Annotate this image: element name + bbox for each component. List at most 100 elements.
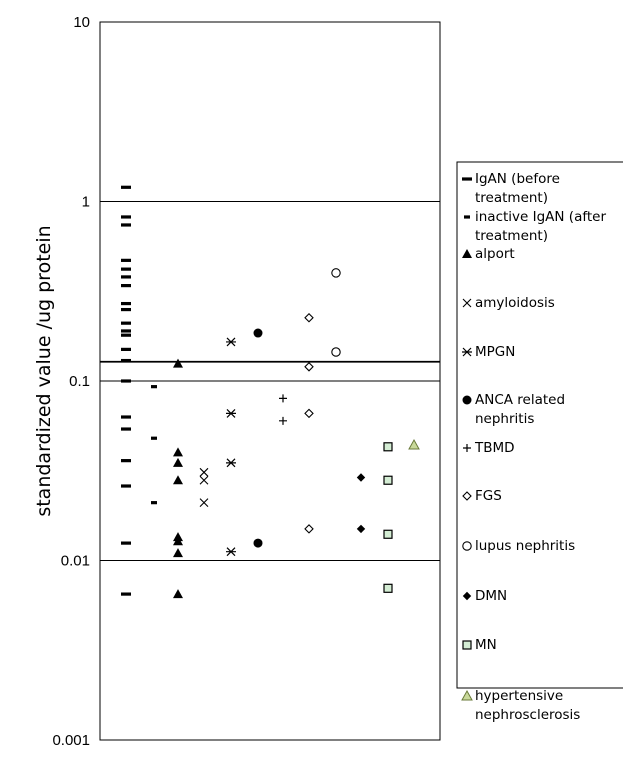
y-axis-label: standardized value /ug protein [33,225,55,516]
marker-shape [173,475,183,485]
marker-shape [199,475,209,485]
marker-shape [226,547,236,557]
legend-marker [462,640,472,650]
marker-shape [173,457,183,467]
legend-marker [463,444,471,452]
marker-shape [253,538,263,548]
data-point [121,379,131,383]
legend-label: treatment) [475,190,548,206]
marker-shape [383,442,393,452]
marker-shape [199,467,209,477]
marker-shape [121,329,131,333]
legend-label: nephritis [475,411,534,427]
data-point [121,275,131,279]
data-point [121,223,131,227]
legend-marker [462,298,472,308]
data-point [121,358,131,363]
data-point [173,536,183,546]
legend-marker [462,395,472,405]
y-tick-label: 0.01 [61,553,90,570]
data-point [121,283,131,288]
legend-label: amyloidosis [475,295,555,311]
marker-shape [304,408,314,419]
data-point [279,394,287,403]
data-point [151,385,157,389]
marker-shape [121,333,131,337]
marker-shape [331,347,341,357]
marker-shape [462,347,472,357]
marker-shape [356,473,366,482]
data-point [279,416,287,425]
marker-shape [121,185,131,189]
data-point [226,547,236,557]
marker-shape [121,379,131,383]
legend-marker [462,249,472,258]
y-tick-label: 0.001 [52,732,90,749]
marker-shape [121,283,131,288]
marker-shape [462,491,472,501]
marker-shape [121,415,131,419]
marker-shape [462,249,472,258]
marker-shape [408,438,420,450]
marker-shape [356,524,366,534]
data-point [304,524,314,534]
marker-shape [462,541,472,551]
marker-shape [121,541,131,545]
y-tick-label: 10 [73,14,90,31]
legend-label: MN [475,637,497,653]
data-point [331,268,341,278]
marker-shape [461,689,473,701]
marker-shape [383,475,393,485]
data-point [173,447,183,457]
marker-shape [279,394,287,403]
legend-label: alport [475,246,515,262]
legend-label: ANCA related [475,392,565,408]
marker-shape [462,640,472,650]
legend-marker [462,347,472,357]
marker-shape [279,416,287,425]
marker-shape [462,177,472,181]
data-point [408,438,420,450]
data-point [121,541,131,545]
legend-label: treatment) [475,228,548,244]
legend-marker [462,541,472,551]
legend-label: hypertensive [475,688,563,704]
data-point [226,458,236,468]
marker-shape [151,436,157,440]
marker-shape [121,301,131,306]
marker-shape [173,358,183,368]
data-point [121,415,131,419]
marker-shape [383,583,393,593]
legend-marker [461,689,473,701]
marker-shape [464,215,470,219]
data-point [121,333,131,337]
legend-label: IgAN (before [475,171,560,187]
marker-shape [121,267,131,271]
marker-shape [199,498,209,508]
data-point [199,467,209,477]
data-point [121,347,131,351]
data-point [304,362,314,372]
data-point [173,475,183,485]
marker-shape [304,524,314,534]
marker-shape [173,548,183,558]
data-point [121,258,131,262]
data-point [304,408,314,419]
marker-shape [121,358,131,363]
data-point [253,538,263,548]
y-tick-label: 1 [82,194,90,211]
data-point [173,457,183,467]
data-point [383,583,393,593]
marker-shape [121,347,131,351]
marker-shape [151,385,157,389]
data-point [121,427,131,431]
marker-shape [173,536,183,546]
data-point [121,301,131,306]
data-point [383,442,393,452]
data-point [121,307,131,312]
legend-marker [464,215,470,219]
data-point [121,329,131,333]
data-point [173,589,183,599]
legend-marker [462,591,472,601]
